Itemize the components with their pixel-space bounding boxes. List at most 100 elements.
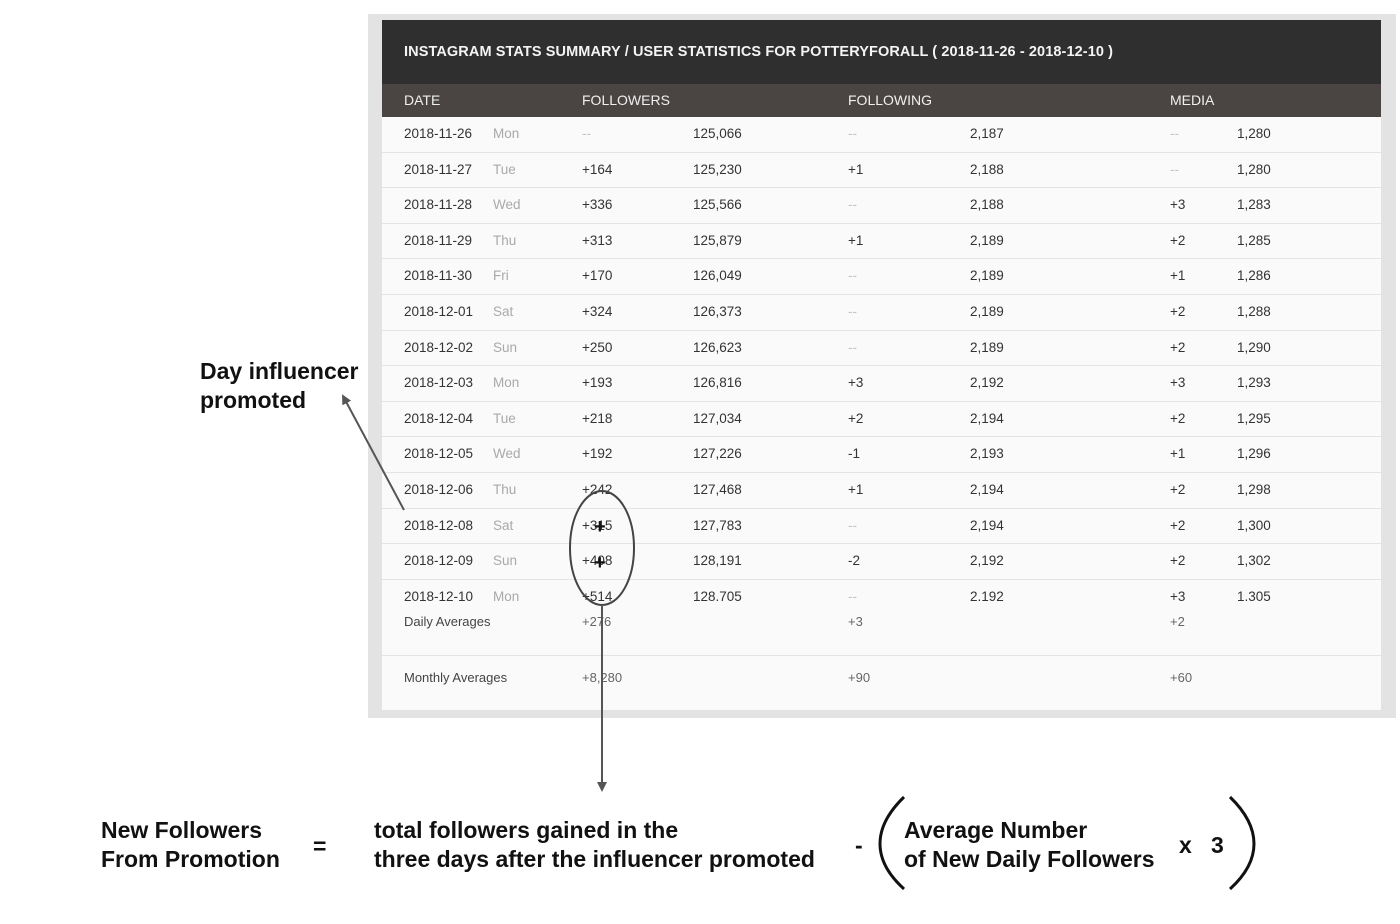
row-followers-delta: +250 xyxy=(582,339,613,355)
formula-lhs-line2: From Promotion xyxy=(101,846,280,872)
row-day: Mon xyxy=(493,375,520,391)
row-followers-delta: +313 xyxy=(582,232,613,248)
formula-total: total followers gained in the three days… xyxy=(374,816,815,874)
table-row: 2018-11-27 Tue +164 125,230 +1 2,188 -- 1,280 xyxy=(382,152,1381,189)
row-media-delta: +2 xyxy=(1170,410,1186,426)
right-parenthesis xyxy=(1228,795,1256,891)
formula-times: x xyxy=(1179,832,1192,858)
row-followers-delta: +336 xyxy=(582,197,613,213)
row-following-delta: -- xyxy=(848,197,857,213)
row-following-total: 2,188 xyxy=(970,161,1004,177)
table-row: 2018-11-28 Wed +336 125,566 -- 2,188 +3 1,283 xyxy=(382,188,1381,224)
row-day: Tue xyxy=(493,410,516,426)
row-media-total: 1,305 xyxy=(1237,588,1271,604)
formula-minus: - xyxy=(855,832,863,858)
row-media-total: 1,280 xyxy=(1237,126,1271,141)
row-date: 2018-12-05 xyxy=(404,446,474,462)
row-following-total: 2,189 xyxy=(970,303,1004,319)
row-date: 2018-11-27 xyxy=(404,161,473,177)
row-following-total: 2,192 xyxy=(970,588,1004,604)
row-date: 2018-12-01 xyxy=(404,303,474,319)
column-header-following: FOLLOWING xyxy=(848,92,933,108)
row-media-total: 1,290 xyxy=(1237,339,1271,355)
row-following-total: 2,189 xyxy=(970,339,1004,355)
row-date: 2018-12-04 xyxy=(404,410,474,426)
row-media-total: 1,283 xyxy=(1237,197,1271,213)
row-followers-total: 126,623 xyxy=(693,339,742,355)
monthly-averages-label: Monthly Averages xyxy=(404,670,508,685)
row-date: 2018-12-10 xyxy=(404,588,474,604)
plus-sign-1: + xyxy=(594,516,606,538)
monthly-averages-media: +60 xyxy=(1170,670,1193,685)
row-date: 2018-11-30 xyxy=(404,268,473,284)
table-row: 2018-12-08 Sat +315 127,783 -- 2,194 +2 1,300 xyxy=(382,508,1381,545)
row-day: Sat xyxy=(493,517,514,533)
row-following-total: 2,192 xyxy=(970,553,1004,569)
row-following-total: 2,194 xyxy=(970,410,1004,426)
row-followers-total: 126,373 xyxy=(693,303,742,319)
row-media-delta: +2 xyxy=(1170,553,1186,569)
row-followers-delta: -- xyxy=(582,126,591,141)
row-followers-total: 128,191 xyxy=(693,553,742,569)
row-following-delta: -- xyxy=(848,588,857,604)
daily-averages-media: +2 xyxy=(1170,614,1185,629)
formula-lhs: New Followers From Promotion xyxy=(101,816,280,874)
row-followers-total: 126,816 xyxy=(693,375,742,391)
row-followers-delta: +192 xyxy=(582,446,613,462)
row-followers-delta: +324 xyxy=(582,303,613,319)
row-media-total: 1,293 xyxy=(1237,375,1271,391)
row-followers-total: 125,230 xyxy=(693,161,742,177)
formula-lhs-line1: New Followers xyxy=(101,817,263,843)
row-following-delta: +3 xyxy=(848,375,864,391)
table-row: 2018-12-09 Sun +408 128,191 -2 2,192 +2 1,302 xyxy=(382,544,1381,580)
table-row: 2018-11-30 Fri +170 126,049 -- 2,189 +1 1,286 xyxy=(382,259,1381,295)
row-following-delta: -- xyxy=(848,126,857,141)
row-following-delta: +1 xyxy=(848,232,864,248)
row-date: 2018-12-02 xyxy=(404,339,474,355)
table-row: 2018-12-02 Sun +250 126,623 -- 2,189 +2 1,290 xyxy=(382,330,1381,367)
row-following-total: 2,192 xyxy=(970,375,1004,391)
monthly-averages-followers: +8,280 xyxy=(582,670,623,685)
row-day: Sun xyxy=(493,553,518,569)
formula-factor: 3 xyxy=(1211,832,1224,858)
row-media-delta: +2 xyxy=(1170,232,1186,248)
table-title-bar: INSTAGRAM STATS SUMMARY / USER STATISTIC… xyxy=(382,20,1381,84)
row-following-delta: -- xyxy=(848,303,857,319)
influencer-annotation-line2: promoted xyxy=(200,387,307,413)
row-following-delta: +2 xyxy=(848,410,864,426)
row-media-delta: +1 xyxy=(1170,268,1186,284)
row-following-delta: -- xyxy=(848,339,857,355)
column-header-media: MEDIA xyxy=(1170,92,1215,108)
row-media-delta: +3 xyxy=(1170,197,1186,213)
row-followers-total: 125,879 xyxy=(693,232,742,248)
row-date: 2018-12-06 xyxy=(404,481,474,497)
row-following-delta: +1 xyxy=(848,481,864,497)
row-media-total: 1,302 xyxy=(1237,553,1271,569)
daily-averages-following: +3 xyxy=(848,614,863,629)
row-day: Mon xyxy=(493,126,520,141)
column-header-row: DATE FOLLOWERS FOLLOWING MEDIA xyxy=(382,84,1381,117)
row-followers-total: 127,468 xyxy=(693,481,742,497)
formula-average: Average Number of New Daily Followers xyxy=(904,816,1155,874)
row-followers-total: 127,034 xyxy=(693,410,742,426)
row-followers-delta: +218 xyxy=(582,410,613,426)
row-followers-delta: +193 xyxy=(582,375,613,391)
table-row: 2018-12-04 Tue +218 127,034 +2 2,194 +2 1,295 xyxy=(382,401,1381,438)
row-media-total: 1,285 xyxy=(1237,232,1271,248)
row-media-delta: +2 xyxy=(1170,517,1186,533)
row-media-delta: -- xyxy=(1170,126,1179,141)
row-followers-delta: +242 xyxy=(582,481,613,497)
row-followers-delta: +170 xyxy=(582,268,613,284)
row-day: Fri xyxy=(493,268,509,284)
plus-sign-2: + xyxy=(594,552,606,574)
row-following-delta: -1 xyxy=(848,446,861,462)
influencer-annotation-line1: Day influencer xyxy=(200,358,359,384)
row-media-total: 1,288 xyxy=(1237,303,1271,319)
row-day: Sun xyxy=(493,339,518,355)
row-following-delta: -- xyxy=(848,517,857,533)
formula-total-line1: total followers gained in the xyxy=(374,817,679,843)
row-media-total: 1,295 xyxy=(1237,410,1271,426)
monthly-averages-following: +90 xyxy=(848,670,871,685)
formula-average-line2: of New Daily Followers xyxy=(904,846,1155,872)
row-date: 2018-12-03 xyxy=(404,375,474,391)
